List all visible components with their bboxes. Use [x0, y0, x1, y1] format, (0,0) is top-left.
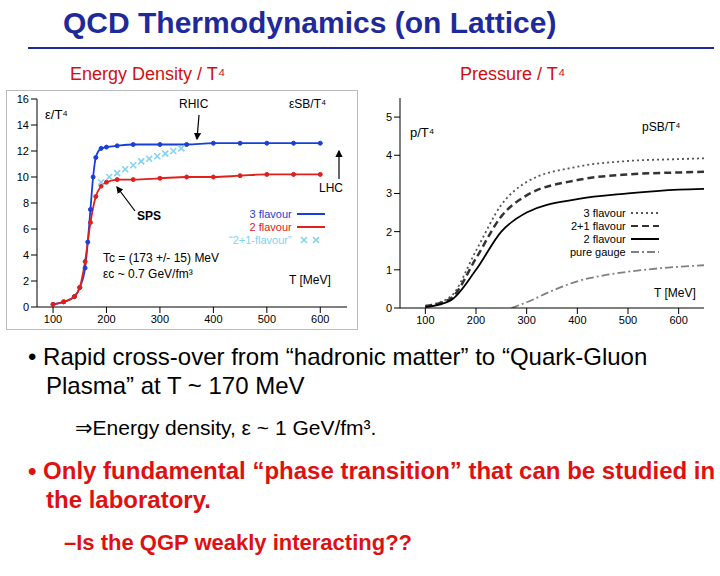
html-text:Energy Density / T⁴: Energy Density / T⁴ [70, 64, 226, 84]
html-text:pSB/T⁴: pSB/T⁴ [642, 120, 681, 134]
html-text:RHIC: RHIC [179, 97, 209, 111]
svg-text:1: 1 [386, 264, 392, 276]
svg-text:5: 5 [386, 111, 392, 123]
svg-text:400: 400 [204, 313, 222, 325]
svg-text:100: 100 [416, 314, 434, 326]
html-text:SPS: SPS [137, 209, 161, 223]
svg-text:0: 0 [386, 302, 392, 314]
svg-text:6: 6 [23, 223, 29, 235]
svg-text:4: 4 [386, 149, 392, 161]
svg-text:0: 0 [23, 301, 29, 313]
html-text:Pressure / T⁴: Pressure / T⁴ [460, 64, 566, 84]
svg-text:600: 600 [669, 314, 687, 326]
html-text:• Rapid cross-over from “hadro: • Rapid cross-over from “hadronic matter… [28, 343, 648, 399]
html-text:2+1 flavour: 2+1 flavour [570, 219, 626, 232]
svg-text:2: 2 [23, 275, 29, 287]
svg-text:300: 300 [151, 313, 169, 325]
html-text:3 flavour: 3 flavour [249, 207, 292, 220]
html-text:εc ~ 0.7 GeV/fm³: εc ~ 0.7 GeV/fm³ [103, 267, 193, 281]
svg-text:500: 500 [258, 313, 276, 325]
html-text:–Is the QGP weakly interacting: –Is the QGP weakly interacting?? [64, 530, 412, 555]
svg-text:100: 100 [44, 313, 62, 325]
svg-text:12: 12 [17, 145, 29, 157]
svg-text:10: 10 [17, 171, 29, 183]
svg-text:600: 600 [311, 313, 329, 325]
html-text:⇒Energy density, ε ~ 1 GeV/fm³: ⇒Energy density, ε ~ 1 GeV/fm³. [75, 416, 377, 439]
svg-text:3: 3 [386, 187, 392, 199]
svg-text:400: 400 [568, 314, 586, 326]
html-text:2 flavour: 2 flavour [249, 220, 292, 233]
html-text:T [MeV]: T [MeV] [654, 286, 696, 300]
svg-text:4: 4 [23, 249, 29, 261]
html-text:ε/T⁴: ε/T⁴ [45, 107, 68, 122]
html-text:pure gauge: pure gauge [570, 245, 626, 258]
html-text:LHC: LHC [319, 181, 343, 195]
svg-text:8: 8 [23, 197, 29, 209]
svg-text:300: 300 [517, 314, 535, 326]
svg-text:14: 14 [17, 119, 29, 131]
html-text:p/T⁴: p/T⁴ [410, 125, 435, 140]
html-text:T [MeV]: T [MeV] [289, 273, 331, 287]
svg-text:2: 2 [386, 226, 392, 238]
svg-text:200: 200 [97, 313, 115, 325]
html-text:2 flavour: 2 flavour [583, 232, 626, 245]
html-text:3 flavour: 3 flavour [583, 206, 626, 219]
html-text:εSB/T⁴: εSB/T⁴ [289, 97, 327, 111]
svg-text:16: 16 [17, 93, 29, 105]
html-text:“2+1-flavour”: “2+1-flavour” [229, 233, 292, 246]
svg-text:500: 500 [619, 314, 637, 326]
html-text:Tc = (173 +/- 15) MeV: Tc = (173 +/- 15) MeV [103, 251, 220, 265]
html-text:QCD Thermodynamics (on Lattice: QCD Thermodynamics (on Lattice) [63, 6, 557, 39]
html-text:• Only fundamental “phase tran: • Only fundamental “phase transition” th… [28, 457, 716, 513]
svg-text:200: 200 [467, 314, 485, 326]
